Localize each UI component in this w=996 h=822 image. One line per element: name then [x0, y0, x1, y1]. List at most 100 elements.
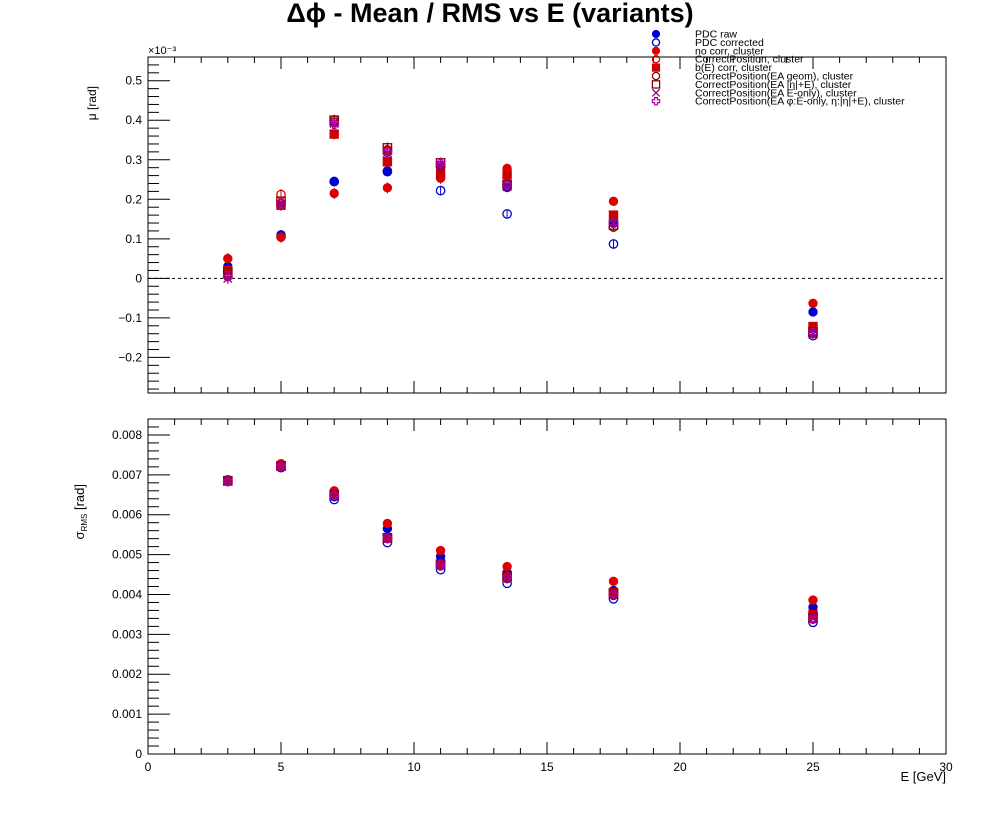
rms-x-tick-label: 20: [673, 760, 687, 774]
mean-y-tick-label: 0.1: [125, 232, 142, 246]
legend-marker: [651, 97, 661, 106]
rms-data-point: [382, 518, 393, 529]
mean-data-point: [382, 147, 393, 158]
rms-y-axis-label: σRMS [rad]: [72, 484, 89, 539]
mean-data-point: [435, 169, 446, 180]
rms-series-3: [222, 461, 818, 624]
mean-series-1: [222, 166, 818, 341]
rms-y-tick-label: 0.004: [112, 587, 142, 601]
mean-data-point: [329, 188, 339, 199]
rms-data-point: [435, 560, 446, 570]
mean-panel: 0.5 0.4 0.3 0.2 0.1 0 −0.1 −0.2: [118, 56, 947, 394]
rms-data-point: [502, 572, 512, 583]
legend-label: CorrectPosition(EA geom), cluster: [695, 71, 854, 83]
mean-series-6: [222, 114, 818, 337]
rms-data-point: [608, 576, 619, 587]
chart-title: Δϕ - Mean / RMS vs E (variants): [286, 0, 693, 28]
rms-data-point: [808, 613, 818, 624]
mean-data-point: [435, 185, 446, 196]
rms-data-point: [276, 461, 286, 472]
mean-y-tick-label: 0.5: [125, 74, 142, 88]
legend-label: CorrectPosition(EA φ:E-only, η:|η|+E), c…: [695, 96, 905, 108]
mean-data-point: [808, 307, 818, 317]
mean-data-point: [808, 328, 818, 338]
rms-y-tick-label: 0: [135, 747, 142, 761]
mean-data-point: [435, 158, 446, 169]
rms-series-2: [223, 458, 818, 605]
mean-series-7: [223, 117, 818, 340]
mean-y-tick-label: −0.2: [118, 350, 142, 364]
legend-label: no corr, cluster: [695, 45, 764, 57]
legend-marker: [651, 38, 661, 47]
rms-x-tick-label: 10: [407, 760, 421, 774]
mean-y-axis-label: μ [rad]: [85, 86, 99, 120]
rms-data-point: [502, 572, 512, 582]
legend-marker: [651, 29, 661, 39]
rms-y-label-unit: [rad]: [72, 484, 87, 514]
mean-data-point: [608, 196, 619, 206]
legend-label: CorrectPosition(EA E-only), cluster: [695, 87, 857, 99]
mean-y-tick-label: 0.3: [125, 153, 142, 167]
rms-y-tick-label: 0.002: [112, 667, 142, 681]
mean-y-tick-label: 0: [135, 271, 142, 285]
rms-data-point: [608, 589, 619, 600]
rms-data-point: [329, 490, 339, 500]
mean-data-point: [382, 183, 393, 193]
rms-series-6: [222, 461, 818, 623]
mean-data-point: [608, 218, 619, 228]
legend-marker: [651, 63, 661, 72]
mean-y-tick-label: 0.2: [125, 192, 142, 206]
rms-data-point: [329, 490, 339, 500]
mean-data-point: [276, 198, 286, 209]
mean-y-tick-label: 0.4: [125, 113, 142, 127]
rms-series-7: [223, 461, 818, 624]
rms-series-1: [222, 462, 818, 628]
mean-data-point: [502, 209, 512, 219]
rms-series-8: [223, 461, 818, 624]
mean-series-3: [222, 114, 818, 338]
legend-marker: [651, 71, 661, 81]
rms-y-tick-label: 0.007: [112, 468, 142, 482]
rms-x-tick-label: 5: [278, 760, 285, 774]
mean-data-point: [608, 210, 619, 220]
rms-data-point: [382, 533, 393, 544]
rms-y-label-subscript: RMS: [80, 514, 89, 532]
rms-frame: [147, 418, 947, 755]
rms-data-point: [435, 545, 446, 556]
legend-label: CorrectPosition(EA |η|+E), cluster: [695, 79, 852, 91]
rms-y-tick-label: 0.003: [112, 627, 142, 641]
legend-marker: [651, 54, 661, 64]
mean-data-point: [502, 170, 512, 180]
rms-data-point: [608, 589, 619, 600]
legend-label: b(E) corr, cluster: [695, 62, 773, 74]
rms-data-point: [808, 595, 818, 605]
rms-y-tick-label: 0.006: [112, 508, 142, 522]
mean-data-point: [608, 239, 619, 249]
legend-marker: [651, 46, 661, 55]
rms-x-tick-label: 15: [540, 760, 554, 774]
legend-label: PDC corrected: [695, 37, 764, 49]
mean-series-8: [223, 118, 818, 338]
rms-y-label-symbol: σ: [72, 531, 87, 539]
x-axis-label: E [GeV]: [900, 769, 946, 784]
rms-data-point: [223, 476, 233, 487]
mean-data-point: [329, 119, 339, 129]
mean-series-2: [223, 163, 818, 308]
mean-data-point: [502, 180, 512, 190]
rms-y-tick-label: 0.005: [112, 548, 142, 562]
mean-data-point: [329, 176, 340, 187]
rms-series-0: [223, 461, 818, 612]
mean-data-point: [382, 157, 393, 167]
mean-data-point: [382, 166, 393, 177]
rms-series-5: [222, 462, 818, 625]
mean-series-4: [223, 128, 818, 332]
mean-y-tick-label: −0.1: [118, 311, 142, 325]
mean-y-exponent: ×10⁻³: [148, 45, 176, 57]
mean-data-point: [276, 232, 286, 242]
rms-series-4: [223, 460, 818, 620]
mean-data-point: [808, 298, 818, 308]
legend-label: CorrectPosition, cluster: [695, 54, 804, 66]
mean-series-5: [222, 116, 818, 339]
